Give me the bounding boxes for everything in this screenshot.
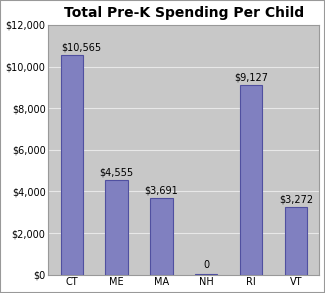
Text: $10,565: $10,565 bbox=[61, 43, 102, 53]
Bar bbox=[285, 207, 307, 275]
Text: 0: 0 bbox=[203, 260, 209, 270]
Text: $3,691: $3,691 bbox=[145, 186, 178, 196]
Bar bbox=[61, 55, 83, 275]
Text: $3,272: $3,272 bbox=[279, 195, 313, 205]
Bar bbox=[240, 85, 262, 275]
Text: $9,127: $9,127 bbox=[234, 73, 268, 83]
Title: Total Pre-K Spending Per Child: Total Pre-K Spending Per Child bbox=[64, 6, 304, 20]
Bar bbox=[195, 274, 217, 275]
Bar bbox=[106, 180, 128, 275]
Bar bbox=[150, 198, 173, 275]
Text: $4,555: $4,555 bbox=[99, 168, 134, 178]
